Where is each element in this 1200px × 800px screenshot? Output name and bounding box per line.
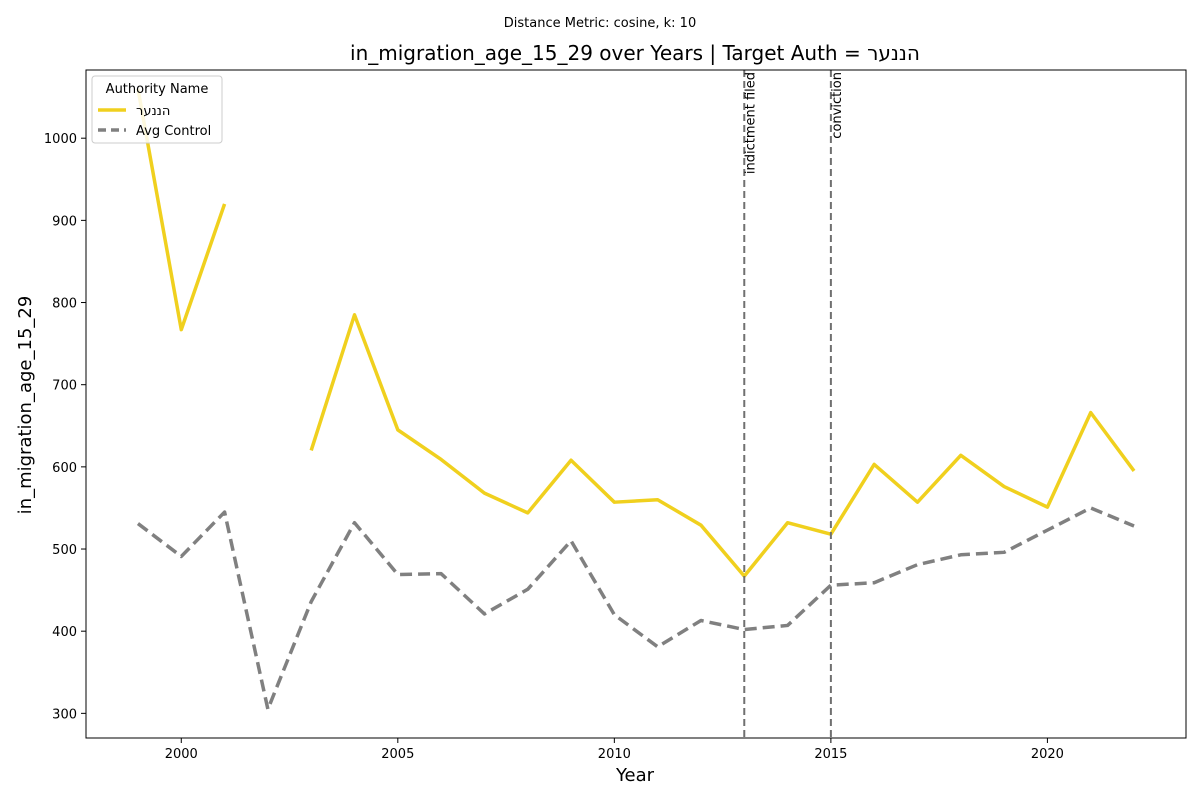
x-tick-label-2015: 2015 [814, 747, 847, 762]
x-axis-label: Year [615, 765, 655, 786]
plot-background [86, 70, 1186, 738]
series-line-target-segment-1 [309, 313, 1136, 578]
plot-area [86, 70, 1186, 738]
y-tick-label-800: 800 [52, 297, 77, 312]
x-tick-label-2010: 2010 [598, 747, 631, 762]
axes-frame [85, 69, 1187, 739]
y-tick-label-300: 300 [52, 707, 77, 722]
series-line-control-segment-0 [136, 506, 1135, 711]
y-tick-label-700: 700 [52, 379, 77, 394]
y-tick-label-400: 400 [52, 625, 77, 640]
chart-title: in_migration_age_15_29 over Years | Targ… [350, 41, 920, 65]
axis-layer: 2000 2005 2010 2015 2020 300 400 500 600 700 800 90… [0, 0, 1200, 762]
top-mask [0, 0, 1200, 70]
x-tick-label-2005: 2005 [381, 747, 414, 762]
legend-label-target: הננער [136, 104, 170, 119]
series-layer [136, 88, 1136, 711]
vline-label-0: indictment filed [743, 72, 758, 174]
vline-label-1: conviction [830, 72, 845, 139]
legend-title: Authority Name [106, 82, 209, 97]
legend-box [91, 75, 223, 144]
y-tick-label-900: 900 [52, 214, 77, 229]
y-tick-label-1000: 1000 [44, 132, 77, 147]
y-axis-label: in_migration_age_15_29 [15, 296, 36, 515]
vline-layer: indictment filed conviction [743, 70, 845, 738]
x-tick-label-2020: 2020 [1031, 747, 1064, 762]
chart-subtitle: Distance Metric: cosine, k: 10 [504, 16, 696, 31]
y-tick-label-600: 600 [52, 461, 77, 476]
legend: Authority Name הננער Avg Control [91, 75, 223, 144]
series-line-target-segment-0 [136, 88, 227, 332]
x-tick-label-2000: 2000 [165, 747, 198, 762]
legend-label-control: Avg Control [136, 124, 211, 139]
y-tick-label-500: 500 [52, 543, 77, 558]
